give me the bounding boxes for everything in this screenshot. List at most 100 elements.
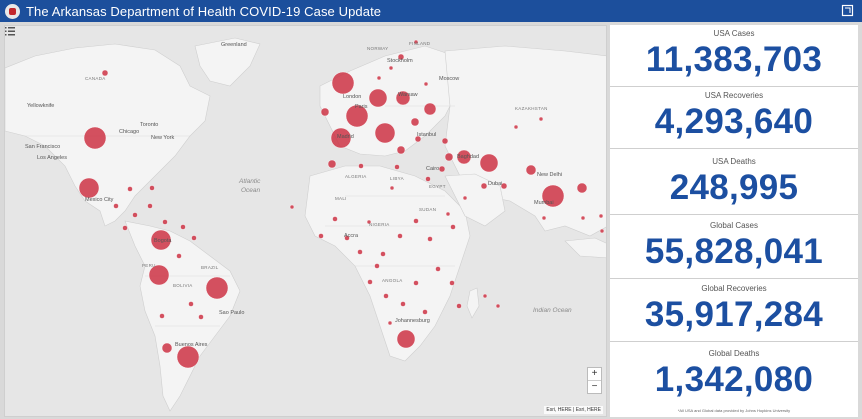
- stat-usa-recoveries: USA Recoveries 4,293,640: [610, 87, 858, 149]
- map-label-accra: Accra: [344, 233, 359, 239]
- zoom-out-button[interactable]: −: [588, 380, 601, 393]
- map-marker: [376, 75, 382, 81]
- map-label-dubai: Dubai: [488, 181, 503, 187]
- map-marker: [366, 219, 372, 225]
- map-marker: [435, 266, 441, 272]
- map-basemap: [5, 37, 606, 412]
- map-label-indian-ocean: Indian Ocean: [533, 307, 572, 314]
- map-label-angola: ANGOLA: [382, 278, 403, 283]
- map-marker: [541, 184, 565, 208]
- stat-global-recoveries: Global Recoveries 35,917,284: [610, 280, 858, 342]
- map-marker: [482, 293, 488, 299]
- map-marker: [176, 345, 200, 369]
- map-marker: [538, 116, 544, 122]
- map-marker: [162, 219, 168, 225]
- stat-value: 248,995: [669, 168, 799, 207]
- map-marker: [394, 164, 400, 170]
- map-label-algeria: ALGERIA: [345, 174, 367, 179]
- map-label-los-angeles: Los Angeles: [37, 155, 67, 161]
- map-marker: [396, 145, 406, 155]
- map-marker: [425, 176, 431, 182]
- world-map[interactable]: CANADA Greenland Yellowknife Chicago Tor…: [4, 25, 607, 417]
- map-marker: [525, 164, 537, 176]
- stat-label: USA Cases: [713, 29, 755, 38]
- map-label-finland: FINLAND: [409, 41, 431, 46]
- data-source-footnote: *All USA and Global data provided by Joh…: [677, 408, 791, 413]
- map-label-istanbul: Istanbul: [417, 132, 437, 138]
- map-label-chicago: Chicago: [119, 129, 140, 135]
- map-label-greenland: Greenland: [221, 42, 247, 48]
- arabia-landmass: [444, 173, 506, 227]
- map-marker: [368, 88, 388, 108]
- map-marker: [367, 279, 373, 285]
- stat-label: USA Deaths: [712, 157, 756, 166]
- map-marker: [413, 218, 419, 224]
- map-marker: [191, 235, 197, 241]
- map-marker: [176, 253, 182, 259]
- map-label-bolivia: BOLIVIA: [173, 283, 193, 288]
- map-marker: [413, 280, 419, 286]
- map-marker: [397, 53, 405, 61]
- map-marker: [198, 314, 204, 320]
- map-label-new-york: New York: [151, 135, 175, 141]
- map-marker: [101, 69, 109, 77]
- map-label-norway: NORWAY: [367, 46, 389, 51]
- map-marker: [180, 224, 186, 230]
- map-marker: [395, 90, 411, 106]
- map-marker: [389, 185, 395, 191]
- stat-value: 11,383,703: [645, 40, 823, 79]
- map-marker: [147, 203, 153, 209]
- indonesia-landmass: [564, 237, 606, 259]
- map-marker: [320, 107, 330, 117]
- fullscreen-icon[interactable]: [841, 4, 854, 17]
- map-marker: [122, 225, 128, 231]
- map-label-ocean: Ocean: [241, 187, 261, 194]
- map-marker: [205, 276, 229, 300]
- map-marker: [598, 213, 604, 219]
- madagascar-landmass: [466, 287, 480, 319]
- zoom-in-button[interactable]: +: [591, 368, 598, 379]
- map-marker: [427, 236, 433, 242]
- map-marker: [438, 165, 446, 173]
- greenland-landmass: [194, 37, 261, 87]
- map-label-bogota: Bogota: [154, 238, 172, 244]
- map-marker: [479, 153, 499, 173]
- map-label-egypt: EGYPT: [429, 184, 446, 189]
- map-label-yellowknife: Yellowknife: [27, 103, 55, 109]
- map-marker: [444, 152, 454, 162]
- map-label-cairo: Cairo: [426, 166, 440, 172]
- map-marker: [327, 159, 337, 169]
- map-marker: [396, 329, 416, 349]
- map-label-san-francisco: San Francisco: [25, 144, 61, 150]
- map-marker: [541, 215, 547, 221]
- map-marker: [380, 251, 386, 257]
- map-marker: [414, 135, 422, 143]
- layer-list-icon[interactable]: [5, 26, 15, 36]
- stat-global-cases: Global Cases 55,828,041: [610, 217, 858, 279]
- map-label-libya: LIBYA: [390, 176, 404, 181]
- map-marker: [480, 182, 488, 190]
- map-marker: [150, 229, 172, 251]
- map-marker: [332, 216, 338, 222]
- map-marker: [188, 301, 194, 307]
- map-marker: [127, 186, 133, 192]
- map-marker: [576, 182, 588, 194]
- map-attribution[interactable]: Esri, HERE | Esri, HERE: [544, 406, 603, 414]
- map-label-canada: CANADA: [85, 76, 106, 81]
- stat-usa-cases: USA Cases 11,383,703: [610, 25, 858, 87]
- map-marker: [383, 293, 389, 299]
- north-america-landmass: [5, 43, 211, 227]
- map-label-peru: PERU: [142, 263, 156, 268]
- map-marker: [289, 204, 295, 210]
- south-america-landmass: [124, 220, 241, 412]
- map-label-baghdad: Baghdad: [457, 154, 480, 160]
- stat-value: 55,828,041: [644, 232, 824, 271]
- map-marker: [599, 228, 605, 234]
- map-marker: [441, 137, 449, 145]
- map-label-mali: MALI: [335, 196, 347, 201]
- map-marker: [495, 303, 501, 309]
- map-marker: [374, 263, 380, 269]
- map-marker: [358, 163, 364, 169]
- page-title: The Arkansas Department of Health COVID-…: [26, 3, 382, 19]
- stat-global-deaths: Global Deaths 1,342,080: [610, 345, 858, 407]
